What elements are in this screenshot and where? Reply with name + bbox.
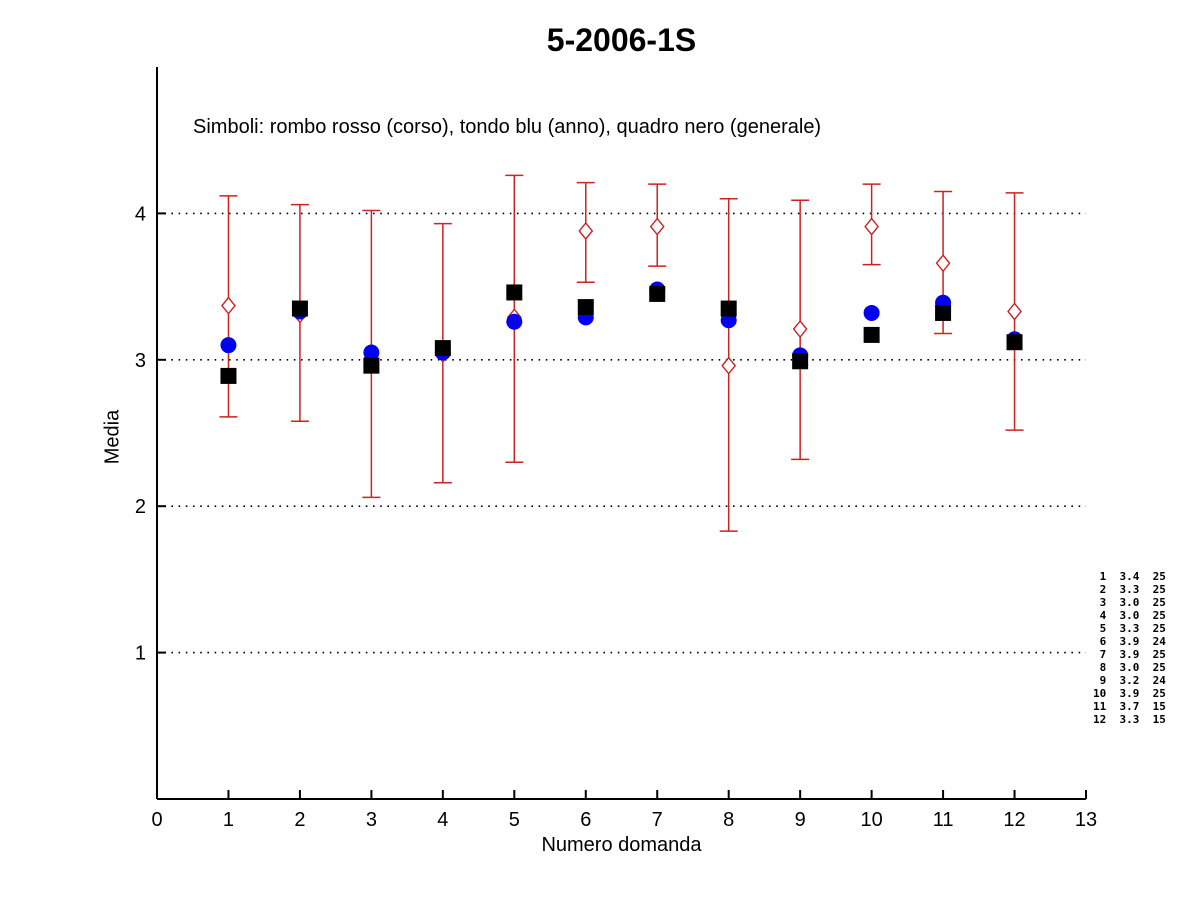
y-tick-label: 4	[135, 203, 146, 225]
generale-square-marker	[506, 284, 523, 301]
x-tick-label: 0	[151, 809, 162, 831]
y-tick-label: 2	[135, 496, 146, 518]
generale-square-marker	[291, 300, 308, 317]
corso-diamond-marker	[221, 296, 236, 315]
legend-note: Simboli: rombo rosso (corso), tondo blu …	[193, 116, 822, 138]
generale-square-marker	[863, 326, 880, 343]
corso-diamond-marker	[864, 217, 880, 236]
corso-diamond-marker	[578, 221, 594, 241]
x-tick-label: 2	[294, 809, 305, 831]
x-tick-label: 3	[366, 809, 377, 831]
anno-circle-marker	[863, 304, 880, 321]
corso-diamond-marker	[792, 319, 808, 339]
generale-square-marker	[220, 367, 237, 384]
anno-circle-marker	[363, 344, 380, 361]
anno-circle-marker	[220, 337, 237, 354]
corso-diamond-marker	[721, 356, 737, 375]
generale-square-marker	[720, 300, 737, 317]
y-axis-label: Media	[101, 409, 124, 465]
y-tick-label: 1	[135, 643, 146, 665]
chart-title: 5-2006-1S	[546, 22, 697, 58]
x-tick-label: 5	[509, 809, 520, 831]
x-tick-label: 10	[860, 809, 882, 831]
generale-square-marker	[434, 340, 451, 357]
x-tick-label: 4	[437, 809, 448, 831]
generale-square-marker	[935, 304, 952, 321]
corso-diamond-marker	[649, 217, 665, 236]
x-axis-label: Numero domanda	[541, 834, 702, 856]
x-tick-label: 13	[1075, 809, 1097, 831]
x-tick-label: 1	[223, 809, 234, 831]
x-tick-label: 8	[723, 809, 734, 831]
generale-square-marker	[649, 285, 666, 302]
side-data-table: 1 3.4 25 2 3.3 25 3 3.0 25 4 3.0 25 5 3.…	[1093, 570, 1166, 726]
generale-square-marker	[792, 353, 809, 370]
corso-diamond-marker	[1007, 302, 1022, 321]
anno-circle-marker	[506, 313, 523, 330]
corso-diamond-marker	[935, 254, 951, 273]
generale-square-marker	[363, 357, 380, 374]
generale-square-marker	[1006, 334, 1023, 351]
generale-square-marker	[577, 299, 594, 316]
x-tick-label: 9	[795, 809, 806, 831]
x-tick-label: 12	[1003, 809, 1025, 831]
y-tick-label: 3	[135, 350, 146, 372]
x-tick-label: 7	[652, 809, 663, 831]
x-tick-label: 11	[933, 809, 954, 831]
x-tick-label: 6	[580, 809, 591, 831]
